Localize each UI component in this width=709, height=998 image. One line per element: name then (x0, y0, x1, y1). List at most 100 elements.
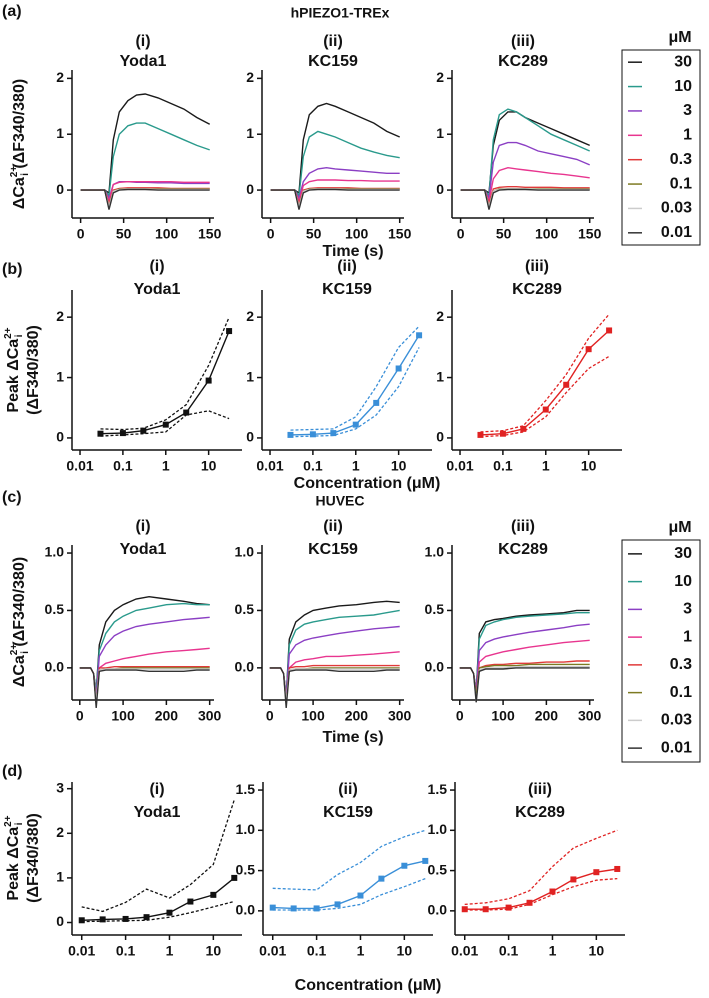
series-line (464, 868, 618, 910)
panel-title: (ii) (323, 33, 343, 50)
x-tick-label: 10 (589, 943, 605, 959)
panel-title: (iii) (511, 518, 535, 535)
y-tick-label: 1 (56, 125, 64, 141)
panel-title: (ii) (338, 781, 358, 798)
series-line (480, 313, 610, 433)
x-tick-label: 0.1 (307, 943, 327, 959)
panel-label: (c) (2, 489, 22, 506)
x-tick-label: 0.01 (68, 943, 95, 959)
legend-title: μM (668, 29, 691, 46)
series-line (100, 410, 230, 437)
label-part: (ΔF340/380) (11, 557, 28, 651)
data-point (482, 906, 489, 913)
y-tick-label: 1 (246, 368, 254, 384)
data-point (269, 904, 276, 911)
data-point (334, 901, 341, 908)
x-tick-label: 0 (76, 708, 84, 724)
data-point (520, 425, 527, 432)
data-point (352, 421, 359, 428)
panel-subtitle: Yoda1 (134, 804, 181, 821)
y-tick-label: 0.0 (235, 659, 255, 675)
y-tick-label: 2 (436, 308, 444, 324)
x-tick-label: 0.1 (493, 458, 513, 474)
label-part: 2+ (3, 327, 14, 339)
legend-label: 0.03 (661, 200, 692, 217)
x-tick-label: 1 (542, 458, 550, 474)
x-tick-label: 0.1 (303, 458, 323, 474)
label-part: (ΔF340/380) (25, 325, 42, 415)
data-point (401, 862, 408, 869)
data-point (378, 875, 385, 882)
series-line (269, 667, 400, 709)
y-axis-label: ΔCa2+i (ΔF340/380) (9, 79, 31, 209)
x-tick-label: 300 (578, 708, 602, 724)
series-line (480, 329, 610, 436)
series-line (464, 829, 618, 906)
x-tick-label: 0 (457, 226, 465, 242)
legend-label: 0.03 (661, 712, 692, 729)
x-axis-label: Time (s) (322, 729, 383, 746)
data-point (563, 381, 570, 388)
x-tick-label: 0 (456, 708, 464, 724)
data-point (373, 399, 380, 406)
x-tick-label: 150 (198, 226, 222, 242)
x-tick-label: 0 (266, 708, 274, 724)
y-tick-label: 1.0 (428, 821, 448, 837)
y-tick-label: 0.0 (236, 902, 256, 918)
x-tick-label: 100 (491, 708, 515, 724)
x-tick-label: 1 (357, 943, 365, 959)
series-line (464, 877, 618, 911)
label-part: i (20, 173, 31, 176)
legend-label: 1 (683, 628, 692, 645)
heading: hPIEZO1-TREx (291, 5, 390, 21)
x-axis-label: Time (s) (322, 243, 383, 260)
series-line (460, 188, 590, 210)
y-tick-label: 0 (56, 181, 64, 197)
x-tick-label: 0.01 (451, 943, 478, 959)
label-part: i (14, 822, 25, 825)
x-tick-label: 0.01 (446, 458, 473, 474)
data-point (309, 431, 316, 438)
data-point (99, 916, 106, 923)
x-tick-label: 300 (198, 708, 222, 724)
data-point (499, 430, 506, 437)
data-point (162, 421, 169, 428)
data-point (140, 427, 147, 434)
label-part: i (20, 651, 31, 654)
series-line (269, 625, 400, 697)
y-tick-label: 0.5 (236, 861, 256, 877)
data-point (205, 377, 212, 384)
data-point (526, 899, 533, 906)
label-part: ΔCa (11, 655, 28, 687)
y-tick-label: 1 (246, 125, 254, 141)
data-point (78, 917, 85, 924)
x-tick-label: 50 (116, 226, 132, 242)
y-tick-label: 0 (246, 429, 254, 445)
series-line (480, 355, 610, 438)
x-tick-label: 0.01 (256, 458, 283, 474)
y-axis-label: (ΔF340/380) (25, 325, 42, 415)
series-line (79, 667, 210, 709)
legend-label: 3 (683, 102, 692, 119)
x-tick-label: 10 (201, 458, 217, 474)
series-line (80, 93, 211, 195)
x-axis-label: Concentration (μM) (294, 475, 441, 492)
y-axis-label: (ΔF340/380) (25, 813, 42, 903)
data-point (395, 365, 402, 372)
y-tick-label: 0.0 (425, 659, 445, 675)
legend-label: 30 (674, 545, 692, 562)
label-part: 2+ (9, 644, 20, 656)
y-tick-label: 1.0 (235, 544, 255, 560)
panel-title: (i) (149, 781, 164, 798)
series-line (290, 347, 420, 438)
series-line (80, 188, 210, 210)
x-tick-label: 100 (301, 708, 325, 724)
y-tick-label: 2 (436, 69, 444, 85)
legend-label: 0.01 (661, 739, 692, 756)
data-point (330, 430, 337, 437)
x-tick-label: 100 (535, 226, 559, 242)
data-point (183, 409, 190, 416)
legend-label: 30 (674, 53, 692, 70)
data-point (187, 898, 194, 905)
series-line (80, 181, 210, 204)
